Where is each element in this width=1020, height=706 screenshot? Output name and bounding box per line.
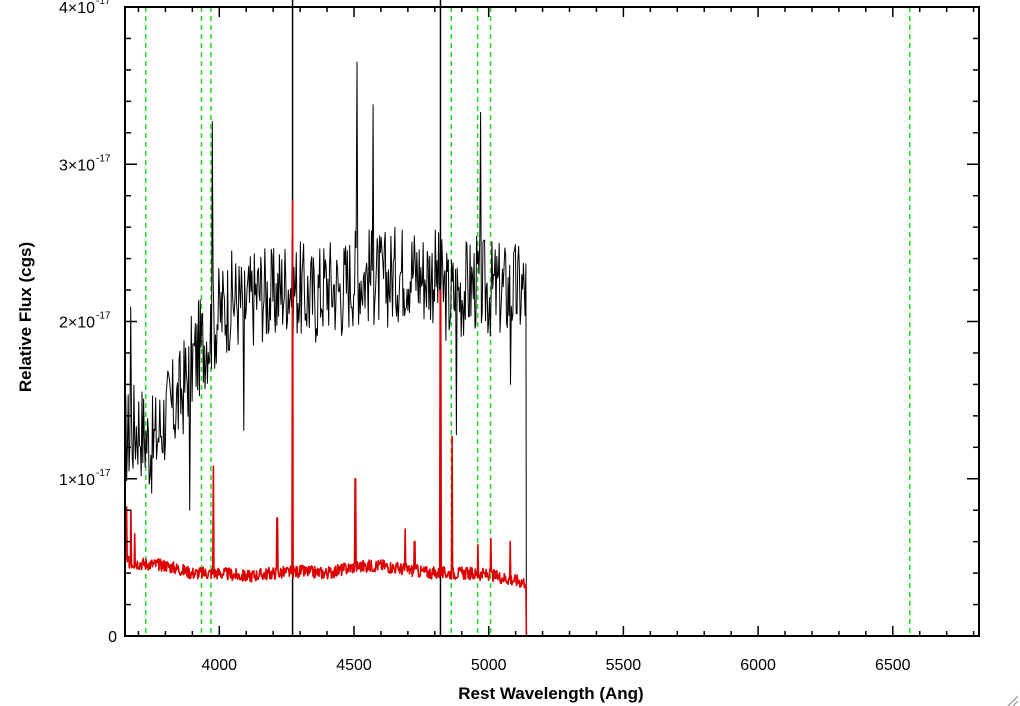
y-tick-exponent: -17 bbox=[96, 0, 111, 7]
x-tick-label: 5000 bbox=[471, 657, 507, 674]
y-tick-label: 1×10 bbox=[59, 472, 95, 489]
y-axis-title: Relative Flux (cgs) bbox=[16, 242, 35, 392]
y-tick-exponent: -17 bbox=[96, 153, 111, 164]
y-tick-label: 2×10 bbox=[59, 315, 95, 332]
y-tick-exponent: -17 bbox=[96, 311, 111, 322]
x-tick-label: 5500 bbox=[606, 657, 642, 674]
y-tick-label: 3×10 bbox=[59, 157, 95, 174]
y-tick-label: 0 bbox=[108, 629, 117, 646]
y-tick-label: 4×10 bbox=[59, 0, 95, 17]
spectrum-model-line bbox=[124, 199, 979, 637]
x-axis-title: Rest Wavelength (Ang) bbox=[458, 684, 643, 703]
x-tick-label: 4500 bbox=[336, 657, 372, 674]
y-axis-ticks: 01×10 -172×10 -173×10 -174×10 -17 bbox=[59, 0, 979, 646]
x-tick-label: 4000 bbox=[201, 657, 237, 674]
resize-grip-icon[interactable] bbox=[1007, 695, 1019, 706]
x-tick-label: 6000 bbox=[740, 657, 776, 674]
x-tick-label: 6500 bbox=[875, 657, 911, 674]
spectrum-flux-line bbox=[124, 61, 527, 637]
spectrum-series bbox=[124, 61, 979, 637]
x-axis-ticks: 4000 4500 5000 5500 6000 6500 bbox=[137, 7, 975, 674]
y-tick-exponent: -17 bbox=[96, 468, 111, 479]
